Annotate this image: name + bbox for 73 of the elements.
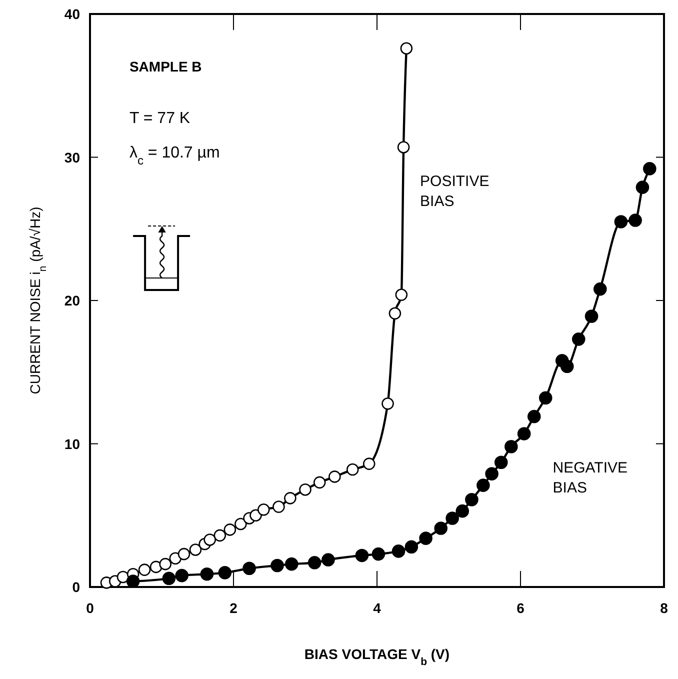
point <box>322 553 335 566</box>
point <box>434 522 448 535</box>
y-tick-label: 0 <box>72 579 80 595</box>
point <box>446 512 459 525</box>
point <box>538 391 552 405</box>
point <box>485 467 498 480</box>
point <box>218 566 232 580</box>
point <box>175 568 188 582</box>
point <box>189 544 202 556</box>
point <box>138 564 151 576</box>
point <box>614 215 628 228</box>
y-tick-label: 30 <box>64 149 80 166</box>
series-label: POSITIVE BIAS <box>420 172 490 210</box>
point <box>178 548 190 560</box>
point <box>643 162 656 176</box>
y-tick-label: 20 <box>64 292 80 308</box>
point <box>162 572 176 586</box>
x-tick-label: 4 <box>373 600 382 616</box>
point <box>214 529 226 542</box>
point <box>392 544 406 558</box>
point <box>584 310 598 323</box>
point <box>400 42 413 55</box>
point <box>372 547 386 561</box>
point <box>257 503 270 516</box>
point <box>355 548 369 562</box>
point <box>313 476 326 489</box>
point <box>397 141 410 154</box>
point <box>628 214 642 227</box>
x-tick-label: 6 <box>516 600 525 616</box>
point <box>404 540 418 554</box>
y-tick-label: 40 <box>64 6 80 22</box>
point <box>560 360 574 374</box>
point <box>465 492 478 506</box>
point <box>395 288 408 301</box>
text: NEGATIVE BIAS <box>552 459 628 496</box>
point <box>456 504 470 518</box>
x-tick-label: 8 <box>660 600 668 616</box>
point <box>517 427 531 440</box>
point <box>270 558 284 572</box>
point <box>234 518 247 530</box>
point <box>284 557 298 571</box>
point <box>419 532 432 545</box>
point <box>593 282 607 296</box>
point <box>224 524 236 536</box>
point <box>362 458 376 470</box>
point <box>346 463 359 476</box>
annotation: λ$_{c}$ = 10.7 µm <box>129 144 220 168</box>
annotation: T = 77 K <box>129 110 190 127</box>
point <box>150 560 162 574</box>
x-tick-label: 2 <box>230 600 238 616</box>
point <box>476 478 490 492</box>
point <box>388 307 402 320</box>
point <box>636 180 650 194</box>
point <box>272 500 285 513</box>
point <box>242 562 256 576</box>
point <box>494 456 508 470</box>
point <box>308 556 322 570</box>
point <box>204 534 216 546</box>
point <box>126 574 140 588</box>
x-axis-title: BIAS VOLTAGE V$_{b}$ (V) <box>304 646 450 668</box>
point <box>572 332 586 346</box>
annotation: SAMPLE B <box>129 58 202 74</box>
x-tick-label: 0 <box>86 600 94 616</box>
point <box>159 558 172 570</box>
point <box>328 470 341 483</box>
y-tick-label: 10 <box>64 436 80 452</box>
point <box>200 567 214 581</box>
point <box>284 492 296 504</box>
point <box>527 410 541 424</box>
point <box>504 440 518 454</box>
point <box>382 397 394 410</box>
point <box>299 483 312 496</box>
point <box>250 509 262 522</box>
